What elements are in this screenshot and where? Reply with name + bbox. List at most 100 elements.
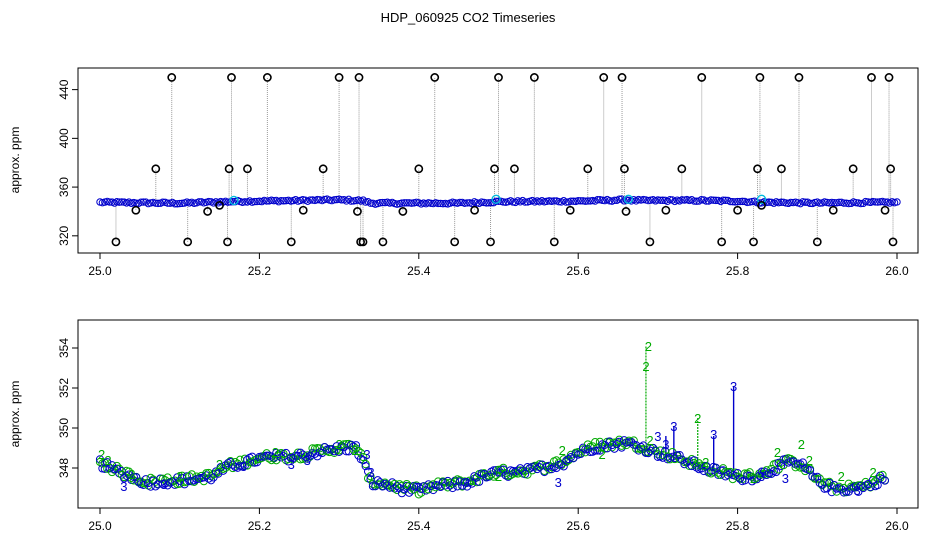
series-3-label: 3 [555,475,562,490]
baseline-point [403,199,411,207]
green-point [361,460,370,469]
series-2-label: 2 [598,447,605,462]
cyan-point [229,195,239,206]
x-tick-label: 25.8 [726,519,750,533]
blue-point [564,454,573,464]
baseline-point [644,196,652,205]
green-point [211,469,221,478]
series-3-label: 3 [730,379,737,394]
baseline-point [787,198,795,207]
series-2-label: 2 [702,455,709,470]
baseline-point [400,199,409,207]
series-2-label: 2 [642,359,649,374]
x-tick-label: 25.6 [567,519,591,533]
series-2-label: 2 [694,411,701,426]
baseline-point [844,199,853,208]
baseline-point [861,197,870,206]
baseline-point [460,199,469,207]
baseline-point [105,198,114,206]
baseline-point [366,199,375,207]
baseline-point [451,199,459,207]
baseline-point [828,198,836,207]
outlier-point [794,73,804,82]
series-2-label: 2 [750,471,757,486]
baseline-point [576,197,585,205]
baseline-point [610,196,619,205]
green-point [146,473,155,482]
baseline-point [873,198,882,206]
x-tick-label: 25.4 [407,264,431,278]
baseline-point [574,197,582,205]
baseline-point [398,199,406,207]
series-3-label: 3 [240,459,247,474]
baseline-point [726,197,735,206]
baseline-point [721,196,730,204]
x-tick-label: 25.2 [248,264,272,278]
outlier-point [430,73,440,82]
baseline-point [586,197,594,205]
baseline-point [224,198,232,206]
baseline-point [407,199,416,207]
outlier-point [717,237,727,247]
baseline-point [835,198,843,207]
baseline-point [427,199,435,207]
blue-point [690,456,699,465]
outlier-point [549,237,559,247]
outlier-point [583,164,593,174]
blue-point [624,438,634,447]
outlier-point [749,237,758,247]
green-point [690,458,699,468]
outlier-point [757,200,766,210]
green-point [878,470,887,479]
green-point [359,452,368,462]
outlier-point [378,237,388,247]
baseline-point [743,198,751,207]
blue-point [390,484,399,493]
series-2-label: 2 [838,469,845,484]
baseline-point [378,198,387,207]
baseline-point [173,200,181,208]
baseline-point [842,199,850,207]
outlier-point [777,164,786,174]
series-3-label: 3 [854,483,861,498]
panel0-data-layer [96,73,901,247]
baseline-point [262,197,271,205]
baseline-point [313,195,322,204]
outlier-point [354,73,364,82]
blue-point [697,464,706,473]
outlier-point [599,73,609,82]
cyan-point [623,194,634,204]
series-2-label: 2 [104,453,111,468]
baseline-point [115,198,124,206]
panel1-plot-frame [77,319,919,509]
outlier-point [867,73,876,82]
green-point [591,438,600,447]
baseline-point [434,199,442,208]
baseline-point [881,198,889,206]
outlier-point [884,73,894,82]
green-point [801,466,810,476]
baseline-point [204,197,213,206]
series-2-label: 2 [774,445,781,460]
green-point [267,455,276,465]
blue-point [151,482,160,491]
series-2-label: 2 [216,457,223,472]
outlier-point [888,237,898,247]
green-point [491,470,501,480]
y-tick-label: 350 [57,418,71,438]
green-point [197,471,206,481]
panel0-plot-frame [77,67,919,254]
series-2-label: 2 [272,445,279,460]
panel0-y-axis-label: approx. ppm [8,127,22,194]
baseline-point [581,197,590,205]
baseline-point [270,196,278,205]
outlier-point [880,205,890,215]
baseline-point [615,195,623,203]
baseline-point [485,199,493,207]
outlier-point [215,200,224,210]
baseline-point [871,198,879,206]
outlier-point [510,164,519,174]
baseline-point [555,197,563,206]
baseline-point [436,199,445,208]
baseline-point [151,199,160,207]
